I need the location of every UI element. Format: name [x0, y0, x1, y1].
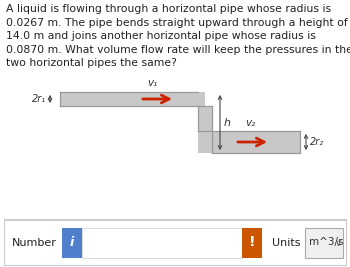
Bar: [242, 228, 262, 258]
Text: h: h: [224, 117, 231, 128]
Text: v₁: v₁: [147, 78, 157, 88]
Bar: [198, 131, 300, 153]
Text: !: !: [249, 235, 255, 249]
Bar: [305, 228, 343, 258]
Text: Number: Number: [12, 238, 57, 248]
Text: 2r₁: 2r₁: [32, 94, 46, 104]
Bar: [198, 106, 212, 131]
Text: 2r₂: 2r₂: [310, 137, 324, 147]
Bar: [82, 228, 242, 258]
Text: A liquid is flowing through a horizontal pipe whose radius is
0.0267 m. The pipe: A liquid is flowing through a horizontal…: [6, 4, 350, 68]
Bar: [62, 228, 82, 258]
Text: v₂: v₂: [245, 118, 255, 128]
Text: m^3/s: m^3/s: [309, 238, 343, 248]
Bar: [60, 92, 205, 106]
Bar: [4, 220, 346, 265]
Text: ∨: ∨: [335, 238, 342, 248]
Text: Units: Units: [272, 238, 301, 248]
Text: i: i: [70, 236, 74, 249]
